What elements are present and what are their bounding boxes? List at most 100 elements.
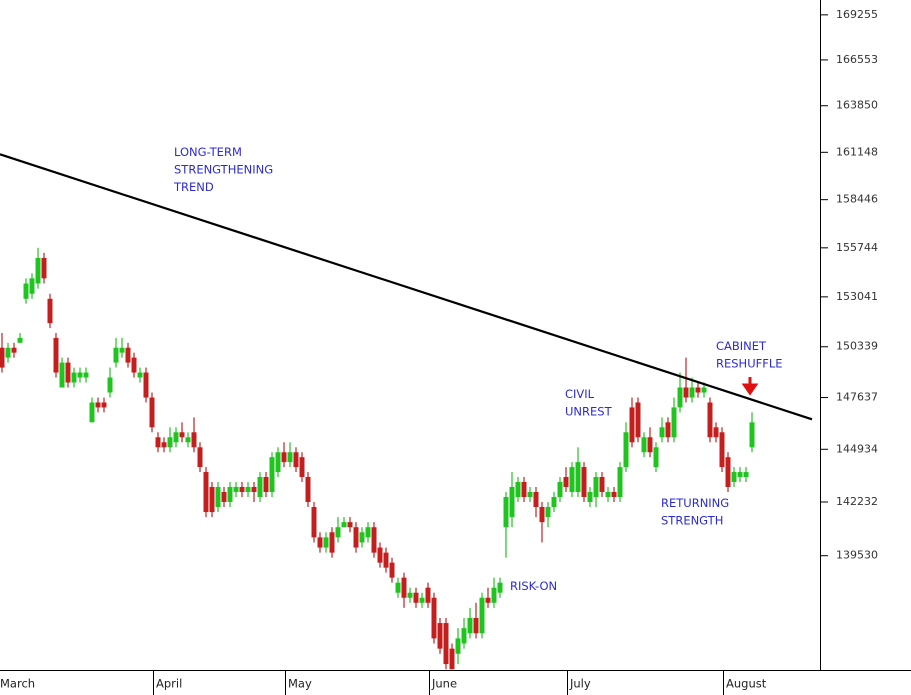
annotation: RETURNING STRENGTH — [661, 496, 729, 528]
candle-body — [401, 577, 407, 598]
candle-body — [0, 347, 5, 368]
x-tick-label: April — [156, 677, 182, 691]
x-tick-label: March — [0, 677, 35, 691]
candle-body — [419, 597, 425, 603]
candle-body — [449, 648, 455, 670]
candle-body — [551, 496, 557, 508]
candle-body — [83, 372, 89, 378]
candle-body — [221, 491, 227, 502]
candle-body — [377, 547, 383, 563]
candle-body — [545, 507, 551, 518]
candle-body — [23, 283, 29, 299]
candle-body — [143, 372, 149, 398]
candle-body — [413, 592, 419, 603]
candle-body — [65, 362, 71, 383]
candle-body — [569, 467, 575, 492]
y-tick-label: 142232 — [836, 495, 878, 508]
candle-body — [323, 537, 329, 548]
candle-body — [425, 587, 431, 603]
candle-body — [359, 532, 365, 543]
candle-body — [347, 522, 353, 528]
candle-body — [305, 477, 311, 502]
y-tick-label: 166553 — [836, 53, 878, 66]
candle-body — [701, 387, 707, 393]
candles — [0, 153, 813, 670]
x-tick-label: August — [726, 677, 767, 691]
candle-body — [725, 457, 731, 487]
candle-body — [137, 372, 143, 378]
y-tick-label: 155744 — [836, 241, 878, 254]
candle-body — [599, 477, 605, 492]
annotation-line: RESHUFFLE — [716, 356, 783, 370]
candle-body — [611, 491, 617, 497]
candle-body — [593, 477, 599, 497]
candle-body — [59, 362, 65, 388]
annotation-line: STRENGTHENING — [174, 162, 273, 176]
candle-body — [407, 592, 413, 598]
candle-body — [209, 486, 215, 513]
candle-body — [35, 257, 41, 284]
candle-body — [227, 486, 233, 502]
candle-body — [557, 481, 563, 497]
candle-body — [659, 427, 665, 438]
candle-body — [635, 402, 641, 438]
candle-body — [497, 582, 503, 593]
candle-body — [695, 387, 701, 393]
candle-body — [527, 491, 533, 497]
x-tick-label: May — [288, 677, 312, 691]
annotation: CIVIL UNREST — [565, 387, 613, 419]
candle-body — [749, 422, 755, 448]
candle-body — [275, 452, 281, 473]
y-tick-label: 163850 — [836, 99, 878, 112]
candle-body — [287, 452, 293, 463]
candle-body — [329, 532, 335, 553]
candle-body — [95, 402, 101, 408]
candle-body — [5, 347, 11, 358]
candle-body — [623, 432, 629, 468]
candle-body — [509, 486, 515, 518]
x-tick-label: July — [569, 677, 591, 691]
annotation-line: STRENGTH — [661, 513, 723, 527]
candle-body — [233, 486, 239, 492]
candle-body — [707, 402, 713, 438]
candle-body — [503, 496, 509, 528]
candle-body — [29, 278, 35, 294]
candle-body — [581, 467, 587, 497]
plot-area — [0, 153, 813, 670]
candle-body — [281, 452, 287, 463]
candle-body — [539, 507, 545, 523]
candle-body — [629, 407, 635, 443]
annotation-line: RETURNING — [661, 496, 729, 510]
candle-body — [587, 491, 593, 502]
trend-line — [0, 153, 813, 421]
y-tick-label: 139530 — [836, 549, 878, 562]
candle-body — [443, 623, 449, 665]
annotation: RISK-ON — [510, 579, 557, 593]
candle-body — [665, 422, 671, 438]
candle-body — [77, 372, 83, 378]
candle-body — [107, 377, 113, 393]
annotation-line: UNREST — [565, 404, 613, 418]
candle-body — [431, 597, 437, 639]
candle-body — [53, 337, 59, 373]
candle-body — [203, 472, 209, 513]
candle-body — [41, 257, 47, 279]
candle-body — [485, 597, 491, 603]
candle-body — [467, 617, 473, 634]
candle-body — [677, 387, 683, 408]
candle-body — [641, 437, 647, 453]
candle-body — [743, 472, 749, 478]
candle-body — [461, 628, 467, 644]
candle-body — [455, 638, 461, 654]
candle-body — [89, 402, 95, 423]
candle-body — [185, 437, 191, 443]
candle-body — [689, 387, 695, 398]
candle-body — [119, 347, 125, 353]
candle-body — [647, 437, 653, 453]
candle-body — [515, 481, 521, 497]
candle-body — [605, 491, 611, 497]
candle-body — [239, 486, 245, 492]
candle-body — [149, 397, 155, 428]
